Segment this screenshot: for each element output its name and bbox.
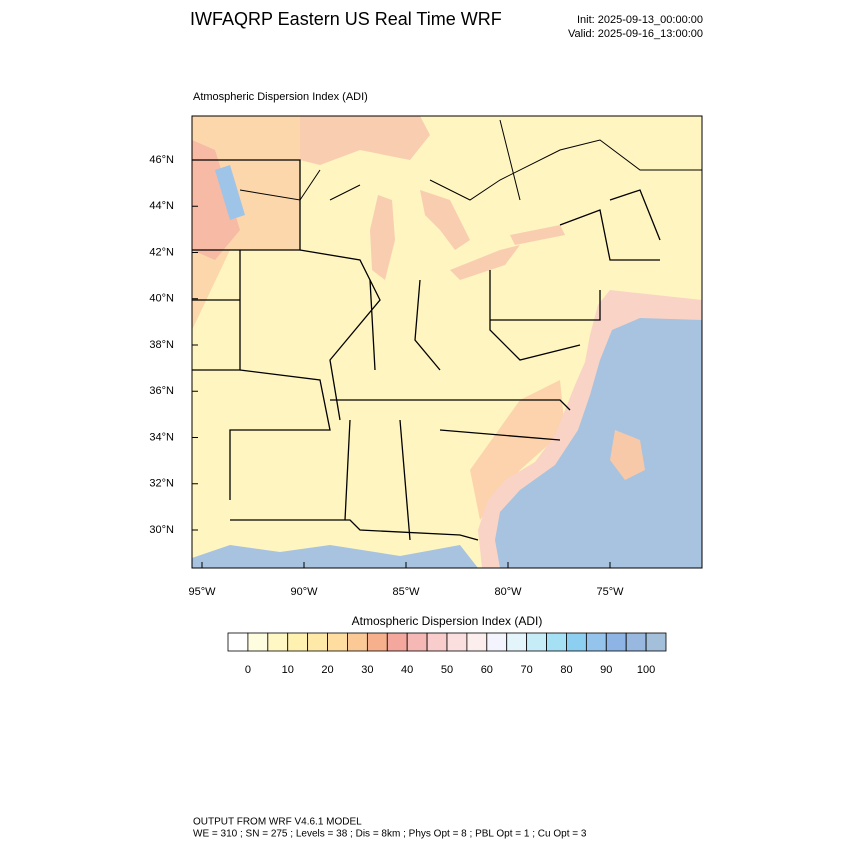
colorbar-box <box>585 632 607 652</box>
lon-label: 75°W <box>596 586 624 598</box>
colorbar-box <box>426 632 448 652</box>
lat-label: 42°N <box>149 246 174 258</box>
colorbar-box <box>386 632 408 652</box>
lake-superior <box>300 116 430 165</box>
title: IWFAQRP Eastern US Real Time WRF <box>190 9 502 29</box>
lat-label: 40°N <box>149 293 174 305</box>
colorbar-box <box>366 632 388 652</box>
colorbar-box <box>327 632 348 652</box>
map-title: Atmospheric Dispersion Index (ADI) <box>193 91 368 103</box>
lat-label: 32°N <box>149 478 174 490</box>
colorbar-title: Atmospheric Dispersion Index (ADI) <box>352 614 543 628</box>
colorbar-label: 0 <box>245 664 251 676</box>
lake-erie <box>450 245 520 280</box>
colorbar-label: 40 <box>401 664 413 676</box>
lake-michigan <box>370 195 395 280</box>
init-time: Init: 2025-09-13_00:00:00 <box>577 14 703 26</box>
colorbar-box <box>247 632 269 652</box>
atlantic <box>495 318 702 568</box>
colorbar-label: 90 <box>600 664 612 676</box>
colorbar-box <box>406 632 428 652</box>
map-frame <box>191 115 703 569</box>
colorbar-box <box>506 632 528 652</box>
lon-label: 95°W <box>188 586 216 598</box>
hot-region <box>192 140 240 260</box>
state-lines <box>192 159 661 541</box>
colorbar-box <box>645 632 667 652</box>
map-axes: 46°N 44°N 42°N 40°N 38°N 36°N 34°N 32°N 30°N 95°W… <box>149 154 624 598</box>
colorbar-box <box>307 632 328 652</box>
colorbar-box <box>625 632 647 652</box>
colorbar-label: 100 <box>637 664 655 676</box>
lat-label: 34°N <box>149 431 174 443</box>
lake-ontario <box>510 225 565 245</box>
lat-label: 30°N <box>149 524 174 536</box>
lake-huron <box>420 190 470 250</box>
colorbar-box <box>526 632 547 652</box>
borders <box>239 119 702 201</box>
colorbar: 0 10 20 30 40 50 60 70 80 90 100 <box>227 632 667 676</box>
lat-label: 36°N <box>149 385 174 397</box>
colorbar-box <box>347 632 368 652</box>
footer-line: WE = 310 ; SN = 275 ; Levels = 38 ; Dis … <box>193 829 587 840</box>
colorbar-box <box>605 632 627 652</box>
lat-label: 46°N <box>149 154 174 166</box>
colorbar-label: 60 <box>481 664 493 676</box>
colorbar-box <box>227 632 249 652</box>
lon-label: 80°W <box>494 586 522 598</box>
warm-coast <box>470 380 565 520</box>
colorbar-box <box>267 632 289 652</box>
ocean-patch <box>610 430 645 480</box>
footer-line: OUTPUT FROM WRF V4.6.1 MODEL <box>193 817 362 828</box>
colorbar-label: 30 <box>361 664 373 676</box>
colorbar-label: 70 <box>521 664 533 676</box>
colorbar-box <box>566 632 587 652</box>
colorbar-label: 80 <box>560 664 572 676</box>
map <box>191 115 703 569</box>
colorbar-label: 10 <box>282 664 294 676</box>
lon-label: 85°W <box>392 586 420 598</box>
colorbar-box <box>466 632 488 652</box>
colorbar-box <box>287 632 309 652</box>
colorbar-box <box>486 632 508 652</box>
colorbar-box <box>546 632 567 652</box>
lat-label: 44°N <box>149 200 174 212</box>
lat-label: 38°N <box>149 339 174 351</box>
colorbar-label: 50 <box>441 664 453 676</box>
colorbar-box <box>446 632 468 652</box>
lon-label: 90°W <box>290 586 318 598</box>
colorbar-label: 20 <box>321 664 333 676</box>
low-region <box>215 165 245 220</box>
valid-time: Valid: 2025-09-16_13:00:00 <box>568 28 703 40</box>
